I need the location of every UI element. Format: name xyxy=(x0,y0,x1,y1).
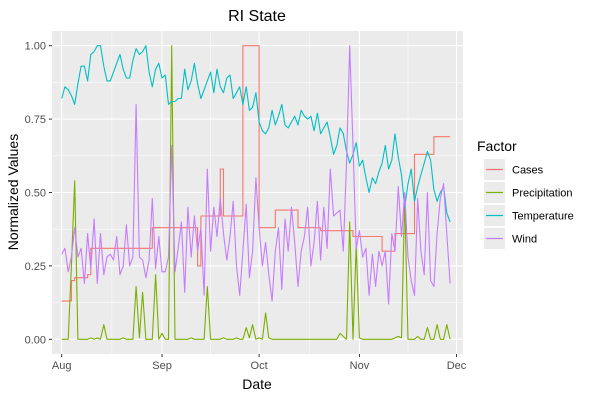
x-tick-label: Dec xyxy=(447,360,467,372)
y-axis-title: Normalized Values xyxy=(5,134,21,250)
series-line-temperature xyxy=(61,45,451,223)
x-tick-label: Nov xyxy=(350,360,370,372)
y-tick-label: 1.00 xyxy=(25,41,46,53)
x-axis: Aug Sep Oct Nov Dec xyxy=(52,354,467,372)
legend-label: Cases xyxy=(512,165,544,177)
series-line-precipitation xyxy=(61,45,451,340)
y-tick-label: 0.50 xyxy=(25,188,46,200)
series-lines xyxy=(61,45,451,340)
x-axis-title: Date xyxy=(242,376,272,392)
x-tick-label: Sep xyxy=(152,360,172,372)
legend: Factor Cases Precipitation Temperature Wind xyxy=(477,138,574,249)
x-tick-label: Aug xyxy=(52,360,72,372)
y-tick-label: 0.75 xyxy=(25,114,46,126)
chart-title: RI State xyxy=(228,8,286,25)
y-axis: 0.00 0.25 0.50 0.75 1.00 xyxy=(25,41,52,346)
legend-title: Factor xyxy=(477,138,517,154)
y-tick-label: 0.25 xyxy=(25,261,46,273)
y-tick-label: 0.00 xyxy=(25,334,46,346)
legend-label: Temperature xyxy=(512,211,574,223)
legend-label: Wind xyxy=(512,234,537,246)
x-tick-label: Oct xyxy=(251,360,268,372)
legend-label: Precipitation xyxy=(512,188,573,200)
series-line-wind xyxy=(61,45,451,305)
